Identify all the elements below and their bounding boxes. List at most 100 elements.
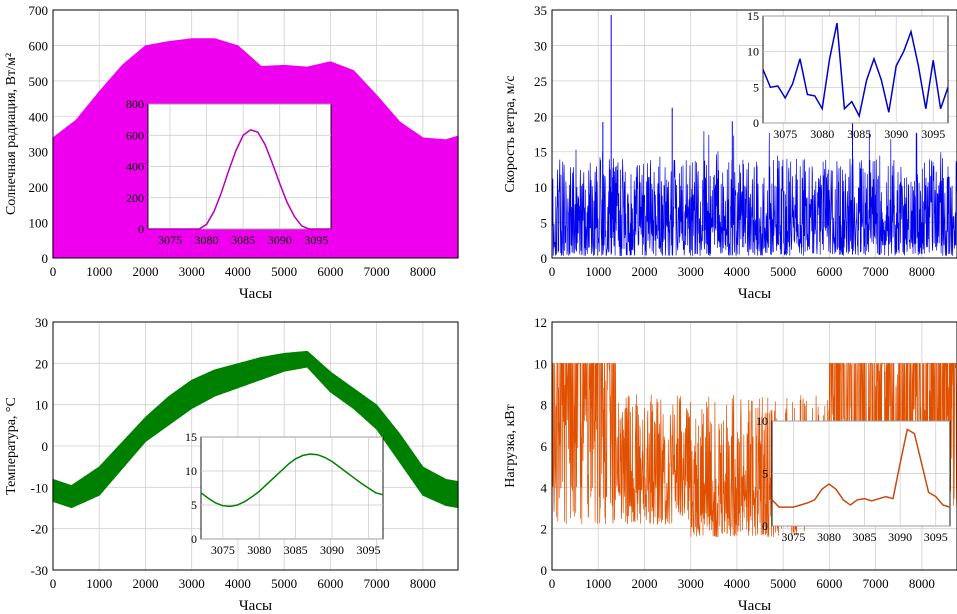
x-tick-label: 7000 [863, 576, 889, 591]
inset-plot: 3075 3080 3085 3090 3095 0 5 10 15 [185, 430, 384, 557]
x-tick-label: 3000 [678, 264, 704, 279]
inset-x-tick-label: 3085 [231, 233, 255, 247]
chart-panel-2: 0 1000 2000 3000 4000 5000 6000 7000 8000 0 5 10 15 2… [503, 3, 957, 302]
inset-y-tick-label: 0 [762, 519, 768, 533]
inset-x-tick-label: 3075 [158, 233, 182, 247]
x-tick-label: 2000 [631, 264, 657, 279]
inset-plot: 3075 3080 3085 3090 3095 0 200 400 600 800 [126, 97, 332, 247]
inset-x-tick-label: 3075 [781, 530, 805, 544]
y-axis-label: Нагрузка, кВт [503, 404, 518, 487]
inset-y-tick-label: 10 [756, 414, 768, 428]
x-tick-label: 5000 [770, 264, 796, 279]
x-tick-label: 1000 [585, 576, 611, 591]
x-tick-label: 5000 [770, 576, 796, 591]
plot-frame [551, 9, 957, 259]
plot-frame [52, 321, 459, 571]
inset-x-tick-label: 3090 [320, 543, 344, 557]
inset-x-tick-label: 3080 [810, 127, 834, 141]
x-tick-label: 0 [50, 264, 57, 279]
inset-frame [762, 15, 949, 124]
x-tick-label: 3000 [678, 576, 704, 591]
x-tick-label: 1000 [86, 576, 112, 591]
y-tick-label: -20 [31, 522, 48, 537]
inset-y-tick-label: 5 [762, 467, 768, 481]
inset-y-tick-label: 5 [753, 80, 759, 94]
x-tick-label: 0 [549, 264, 556, 279]
inset-x-tick-label: 3075 [211, 543, 235, 557]
series-line [52, 350, 459, 509]
y-tick-label: 10 [534, 356, 547, 371]
inset-y-tick-label: 600 [126, 128, 144, 142]
inset-x-tick-label: 3095 [304, 233, 328, 247]
y-tick-label: -30 [31, 563, 48, 578]
x-axis-label: Часы [239, 598, 272, 614]
y-tick-label: 25 [534, 74, 547, 89]
x-tick-label: 8000 [410, 264, 436, 279]
x-tick-label: 1000 [86, 264, 112, 279]
inset-y-tick-label: 200 [126, 191, 144, 205]
inset-x-tick-label: 3080 [817, 530, 841, 544]
y-tick-label: 35 [534, 3, 547, 18]
inset-series-line [148, 128, 331, 230]
inset-x-tick-label: 3090 [888, 530, 912, 544]
inset-series-line [200, 453, 384, 508]
y-tick-label: 5 [541, 216, 548, 231]
y-tick-label: 0 [42, 439, 49, 454]
y-tick-label: 700 [29, 3, 49, 18]
x-tick-label: 5000 [271, 576, 297, 591]
x-tick-label: 0 [50, 576, 57, 591]
x-tick-label: 8000 [909, 264, 935, 279]
inset-x-tick-label: 3080 [247, 543, 271, 557]
inset-plot: 3075 3080 3085 3090 3095 0 5 10 [756, 414, 951, 544]
y-tick-label: 200 [29, 180, 49, 195]
inset-y-tick-label: 400 [126, 160, 144, 174]
inset-y-tick-label: 5 [191, 498, 197, 512]
y-tick-label: 20 [534, 109, 547, 124]
inset-y-tick-label: 0 [138, 222, 144, 236]
chart-panel-4: 0 1000 2000 3000 4000 5000 6000 7000 8000 0 2 4 6 8 10… [503, 315, 957, 614]
x-tick-label: 4000 [225, 576, 251, 591]
y-axis-label: Температура, °С [4, 397, 19, 495]
x-axis-label: Часы [738, 598, 771, 614]
x-tick-label: 2000 [631, 576, 657, 591]
x-tick-label: 2000 [132, 264, 158, 279]
y-tick-label: 10 [35, 398, 48, 413]
y-tick-label: 0 [42, 251, 49, 266]
y-axis-label: Солнечная радиация, Вт/м² [4, 53, 19, 215]
inset-x-tick-label: 3095 [356, 543, 380, 557]
x-tick-label: 4000 [225, 264, 251, 279]
x-tick-label: 4000 [724, 576, 750, 591]
y-tick-label: 300 [29, 145, 49, 160]
y-tick-label: 400 [29, 109, 49, 124]
chart-panel-1: 0 1000 2000 3000 4000 5000 6000 7000 80000100200… [4, 3, 459, 302]
inset-y-tick-label: 10 [185, 464, 197, 478]
plot-frame [52, 9, 459, 259]
x-tick-label: 8000 [410, 576, 436, 591]
inset-series-line [762, 22, 949, 119]
inset-x-tick-label: 3090 [884, 127, 908, 141]
y-tick-label: 500 [29, 74, 49, 89]
y-tick-label: 100 [29, 216, 49, 231]
y-tick-label: 600 [29, 38, 49, 53]
x-axis-label: Часы [239, 286, 272, 302]
x-tick-label: 6000 [816, 576, 842, 591]
x-tick-label: 1000 [585, 264, 611, 279]
y-tick-label: 30 [534, 38, 547, 53]
x-tick-label: 3000 [179, 576, 205, 591]
inset-x-tick-label: 3085 [284, 543, 308, 557]
inset-x-tick-label: 3080 [195, 233, 219, 247]
y-tick-label: 4 [541, 480, 548, 495]
y-tick-label: 2 [541, 522, 548, 537]
inset-frame [200, 436, 384, 540]
x-tick-label: 7000 [364, 576, 390, 591]
x-tick-label: 2000 [132, 576, 158, 591]
x-tick-label: 3000 [179, 264, 205, 279]
y-tick-label: 10 [534, 180, 547, 195]
x-tick-label: 8000 [909, 576, 935, 591]
x-tick-label: 0 [549, 576, 556, 591]
series-line [551, 362, 957, 538]
inset-x-tick-label: 3095 [921, 127, 945, 141]
inset-y-tick-label: 0 [191, 532, 197, 546]
series-line [551, 131, 957, 256]
